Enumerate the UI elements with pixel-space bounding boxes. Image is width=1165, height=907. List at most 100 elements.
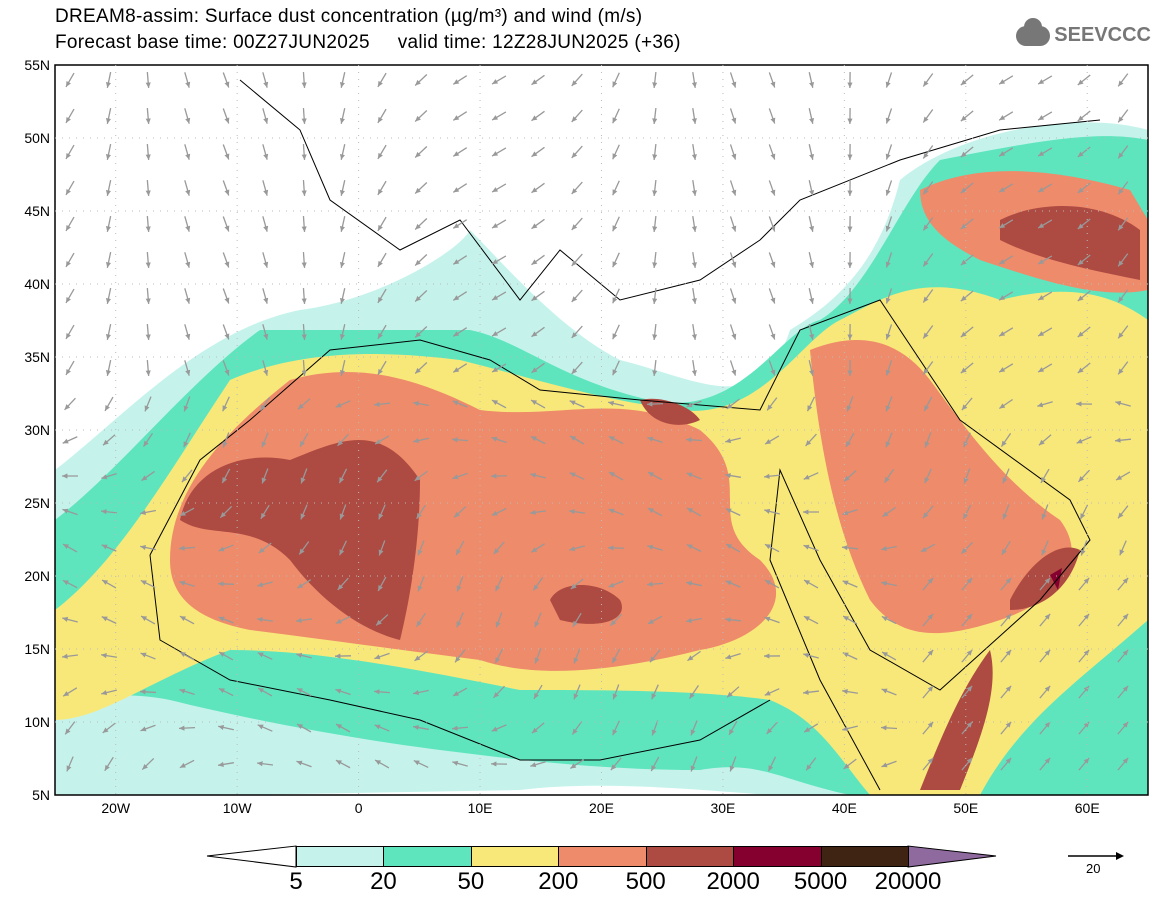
wind-arrow xyxy=(490,473,508,479)
wind-arrow xyxy=(612,180,620,196)
wind-arrow xyxy=(729,108,737,124)
wind-arrow xyxy=(222,324,230,340)
wind-arrow xyxy=(452,363,468,373)
wind-arrow xyxy=(179,651,195,661)
wind-arrow xyxy=(140,579,156,589)
lat-label: 5N xyxy=(32,787,50,803)
wind-arrow xyxy=(491,255,507,265)
wind-arrow xyxy=(64,397,76,411)
wind-arrow xyxy=(221,468,231,484)
wind-arrow xyxy=(301,71,307,89)
dust-level-500 xyxy=(550,585,622,624)
lon-label: 60E xyxy=(1074,800,1100,816)
wind-arrow xyxy=(691,215,697,233)
wind-arrow xyxy=(145,251,151,269)
wind-arrow xyxy=(101,616,117,624)
wind-arrow xyxy=(339,360,346,376)
wind-arrow xyxy=(491,363,507,373)
wind-arrow xyxy=(414,470,428,482)
wind-arrow xyxy=(183,396,191,412)
wind-arrow xyxy=(847,71,853,89)
wind-arrow xyxy=(766,397,778,411)
wind-arrow xyxy=(534,612,542,628)
wind-arrow xyxy=(885,108,893,124)
wind-arrow xyxy=(222,180,230,196)
wind-arrow xyxy=(414,182,428,194)
wind-arrow xyxy=(141,470,155,482)
wind-arrow xyxy=(924,468,932,484)
wind-arrow xyxy=(999,398,1013,410)
wind-arrow xyxy=(533,684,543,700)
wind-arrow xyxy=(843,470,857,482)
wind-arrow xyxy=(608,508,624,516)
wind-arrow xyxy=(262,180,269,196)
wind-arrow xyxy=(178,545,196,551)
wind-arrow xyxy=(571,73,583,87)
wind-arrow xyxy=(652,179,658,197)
wind-arrow xyxy=(377,576,387,592)
wind-arrow xyxy=(141,757,155,771)
wind-arrow xyxy=(62,543,78,553)
wind-arrow xyxy=(1037,291,1053,301)
wind-arrow xyxy=(651,720,659,736)
colorbar-swatch xyxy=(820,846,909,867)
wind-arrow xyxy=(178,725,196,731)
wind-arrow xyxy=(1115,400,1131,407)
wind-arrow xyxy=(924,432,932,448)
wind-arrow xyxy=(101,689,117,696)
wind-arrow xyxy=(105,144,112,160)
wind-arrow xyxy=(729,180,737,196)
wind-arrow xyxy=(960,541,974,555)
wind-arrow xyxy=(1039,649,1051,663)
wind-arrow xyxy=(414,218,428,230)
wind-arrow xyxy=(1078,469,1090,483)
wind-arrow xyxy=(922,145,934,159)
wind-arrow xyxy=(140,509,156,515)
wind-arrow xyxy=(299,432,309,448)
wind-arrow xyxy=(184,72,191,88)
wind-arrow xyxy=(1078,649,1090,663)
wind-arrow xyxy=(647,436,663,444)
wind-arrow xyxy=(841,545,859,551)
wind-arrow xyxy=(1037,219,1053,229)
wind-arrow xyxy=(452,291,468,301)
colorbar-label: 50 xyxy=(457,868,485,895)
wind-arrow xyxy=(257,581,273,588)
wind-arrow xyxy=(414,146,428,158)
wind-arrow xyxy=(1117,685,1129,699)
wind-arrow xyxy=(847,287,853,305)
wind-arrow xyxy=(922,217,934,231)
wind-arrow xyxy=(647,507,663,517)
wind-arrow xyxy=(920,543,936,553)
wind-arrow xyxy=(768,72,776,88)
wind-arrow xyxy=(725,473,741,479)
wind-arrow xyxy=(802,689,820,695)
lon-label: 50E xyxy=(953,800,979,816)
wind-arrow xyxy=(301,179,307,197)
wind-arrow xyxy=(531,290,545,302)
lat-label: 40N xyxy=(24,276,50,292)
wind-arrow xyxy=(960,326,974,338)
wind-arrow xyxy=(571,721,583,735)
wind-arrow xyxy=(1038,434,1052,446)
wind-arrow xyxy=(1117,361,1129,375)
wind-arrow xyxy=(222,396,230,412)
wind-arrow xyxy=(961,397,973,411)
wind-arrow xyxy=(922,649,934,663)
wind-arrow xyxy=(1037,363,1053,373)
wind-arrow xyxy=(764,508,780,515)
wind-arrow xyxy=(262,288,269,304)
wind-arrow xyxy=(1041,504,1049,520)
wind-arrow xyxy=(961,685,973,699)
dust-level-500 xyxy=(1010,547,1080,610)
wind-arrow xyxy=(1117,577,1129,591)
wind-arrow xyxy=(1001,540,1011,556)
wind-arrow xyxy=(885,432,893,448)
wind-arrow xyxy=(145,179,151,197)
lon-label: 0 xyxy=(354,800,363,816)
wind-arrow xyxy=(491,436,507,444)
wind-arrow xyxy=(62,508,78,516)
wind-arrow xyxy=(960,110,974,122)
wind-arrow xyxy=(296,652,312,659)
wind-arrow xyxy=(531,110,545,122)
